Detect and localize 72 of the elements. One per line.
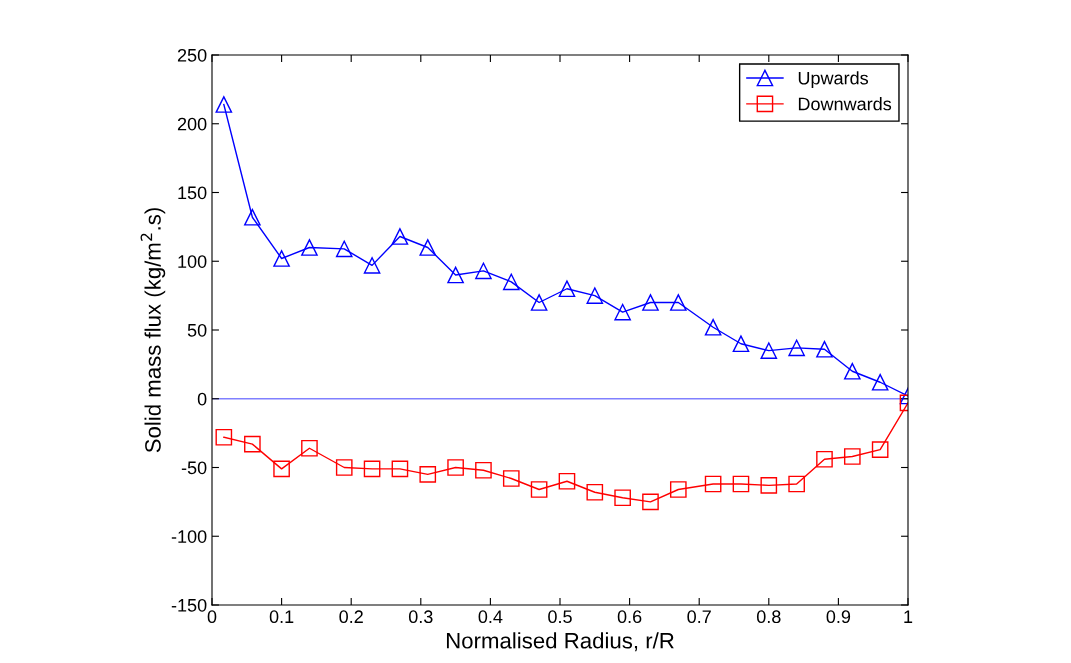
y-axis-title: Solid mass flux (kg/m$^{2}$.s)	[140, 208, 166, 453]
point	[502, 470, 520, 487]
x-tick-label: 0.5	[548, 610, 572, 624]
y-tick-label: -100	[171, 530, 207, 543]
x-tick-label: 0	[207, 610, 217, 624]
point	[760, 477, 778, 494]
y-tick-label: 0	[197, 392, 207, 406]
point	[273, 250, 290, 267]
y-tick-label: -150	[171, 598, 207, 612]
point	[335, 240, 353, 258]
point	[363, 257, 381, 274]
point	[843, 362, 861, 380]
point	[586, 287, 604, 304]
point	[363, 460, 381, 478]
point	[244, 208, 261, 226]
x-axis-title: Normalised Radius, r/R	[446, 632, 674, 652]
x-tick-label: 0.3	[408, 610, 433, 624]
point	[530, 481, 548, 498]
legend-label: Upwards	[798, 71, 869, 89]
point	[215, 96, 233, 113]
point	[788, 475, 805, 493]
point	[843, 448, 861, 465]
point	[215, 428, 233, 446]
point	[732, 475, 750, 493]
point	[558, 280, 576, 298]
point	[642, 493, 659, 511]
point	[732, 335, 750, 353]
point	[614, 303, 631, 321]
point	[558, 472, 576, 490]
point	[586, 483, 604, 501]
x-tick-label: 0.7	[687, 610, 711, 624]
x-tick-label: 0.1	[269, 610, 294, 624]
y-tick-label: -50	[181, 461, 207, 475]
point	[788, 339, 805, 357]
y-tick-label: 200	[177, 117, 207, 131]
point	[669, 294, 687, 311]
x-tick-label: 0.9	[826, 610, 851, 624]
point	[871, 373, 889, 391]
x-tick-label: 0.2	[339, 610, 363, 624]
point	[475, 461, 492, 479]
point	[391, 460, 409, 478]
point	[614, 489, 631, 507]
point	[502, 273, 520, 291]
point	[816, 450, 833, 468]
point	[244, 435, 261, 453]
point	[447, 266, 464, 284]
point	[871, 441, 889, 458]
point	[447, 459, 464, 476]
point	[419, 466, 437, 483]
point	[760, 342, 778, 359]
x-tick-label: 0.8	[756, 610, 781, 624]
point	[335, 459, 353, 476]
point	[704, 475, 722, 493]
y-tick-label: 250	[177, 48, 207, 62]
y-tick-label: 100	[178, 255, 207, 268]
point	[475, 262, 492, 280]
legend-label: Downwards	[798, 97, 892, 111]
point	[530, 294, 548, 311]
y-tick-label: 50	[187, 323, 207, 337]
point	[301, 239, 318, 256]
point	[301, 439, 318, 457]
point	[391, 228, 409, 245]
x-tick-label: 0.6	[617, 610, 642, 624]
point	[419, 239, 437, 256]
x-tick-label: 1	[904, 610, 913, 623]
point	[669, 481, 687, 498]
point	[704, 318, 722, 336]
point	[642, 294, 659, 311]
point	[816, 340, 833, 358]
x-tick-label: 0.4	[478, 610, 503, 624]
y-tick-label: 150	[178, 186, 207, 200]
point	[273, 460, 290, 478]
